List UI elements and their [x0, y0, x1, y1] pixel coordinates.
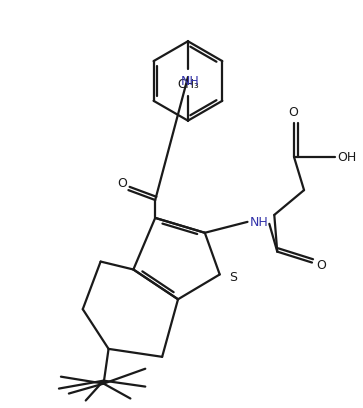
Text: NH: NH	[180, 75, 199, 89]
Text: O: O	[288, 106, 298, 119]
Text: CH₃: CH₃	[177, 78, 199, 91]
Text: OH: OH	[337, 151, 356, 164]
Text: O: O	[316, 259, 326, 272]
Text: O: O	[118, 177, 127, 190]
Text: S: S	[230, 271, 238, 284]
Text: NH: NH	[250, 216, 269, 229]
